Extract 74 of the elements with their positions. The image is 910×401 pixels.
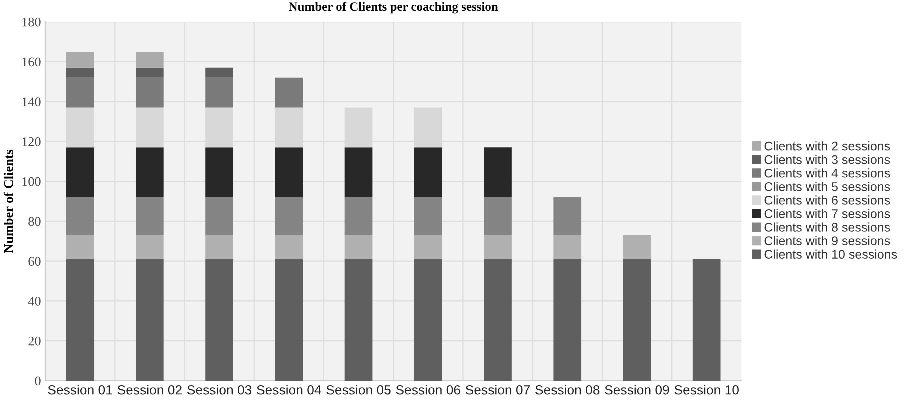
bar [206, 78, 234, 108]
bar [484, 148, 512, 198]
legend-label: Clients with 5 sessions [764, 182, 890, 192]
bar [206, 259, 234, 381]
bar [344, 148, 373, 198]
legend-label: Clients with 10 sessions [764, 250, 898, 259]
bar [623, 259, 652, 381]
bar [414, 148, 442, 198]
bar [484, 198, 512, 236]
x-tick-label: Session 09 [605, 385, 670, 395]
y-tick-label: 180 [22, 18, 41, 27]
y-tick-label: 40 [28, 297, 41, 306]
legend-label: Clients with 3 sessions [764, 155, 890, 164]
bar [414, 198, 442, 236]
y-tick-label: 140 [22, 98, 41, 107]
bar [275, 259, 304, 381]
x-tick-label: Session 04 [257, 385, 322, 395]
bar [206, 68, 234, 78]
y-tick-label: 120 [22, 137, 41, 146]
bar [692, 259, 721, 381]
x-tick-label: Session 08 [536, 385, 600, 395]
bar [66, 78, 94, 108]
y-tick-label: 100 [22, 177, 41, 186]
legend-label: Clients with 9 sessions [764, 236, 890, 246]
bar [554, 235, 582, 260]
bar [136, 259, 164, 381]
y-axis-title: Number of Clients [4, 150, 14, 254]
bar [344, 198, 373, 236]
bar [136, 148, 164, 198]
x-tick-label: Session 02 [118, 385, 182, 395]
y-tick-label: 0 [35, 376, 41, 386]
bar [66, 235, 94, 260]
legend-label: Clients with 8 sessions [764, 222, 890, 232]
bar [66, 198, 94, 236]
y-tick-label: 160 [22, 58, 41, 67]
y-tick-label: 20 [28, 336, 41, 346]
bar [136, 235, 164, 260]
x-tick-label: Session 03 [188, 385, 252, 395]
bar [136, 78, 164, 108]
bar [623, 235, 652, 260]
bar [484, 235, 512, 260]
x-tick-label: Session 10 [674, 385, 739, 395]
bar [136, 68, 164, 78]
bar [484, 259, 512, 381]
x-tick-label: Session 05 [326, 385, 391, 395]
x-tick-label: Session 06 [396, 385, 460, 395]
legend-label: Clients with 6 sessions [764, 196, 890, 205]
bar [275, 148, 304, 198]
bar [414, 235, 442, 260]
bar [66, 148, 94, 198]
bar [206, 198, 234, 236]
bar [275, 198, 304, 236]
bar [344, 259, 373, 381]
y-tick-label: 60 [28, 257, 41, 266]
bar [275, 78, 304, 108]
bar [136, 52, 164, 68]
bar [554, 259, 582, 381]
bar [554, 198, 582, 236]
bar [344, 235, 373, 260]
bar [206, 235, 234, 260]
bar [136, 198, 164, 236]
legend-label: Clients with 2 sessions [764, 142, 890, 151]
legend-label: Clients with 7 sessions [764, 209, 890, 218]
legend-label: Clients with 4 sessions [764, 168, 890, 178]
bar [206, 148, 234, 198]
y-tick-label: 80 [28, 217, 41, 226]
bar [66, 259, 94, 381]
bar [66, 68, 94, 78]
bar [66, 52, 94, 68]
bar [275, 235, 304, 260]
chart-title: Number of Clients per coaching session [289, 2, 498, 14]
x-tick-label: Session 01 [48, 385, 112, 395]
x-tick-label: Session 07 [466, 385, 530, 395]
bar [414, 259, 442, 381]
